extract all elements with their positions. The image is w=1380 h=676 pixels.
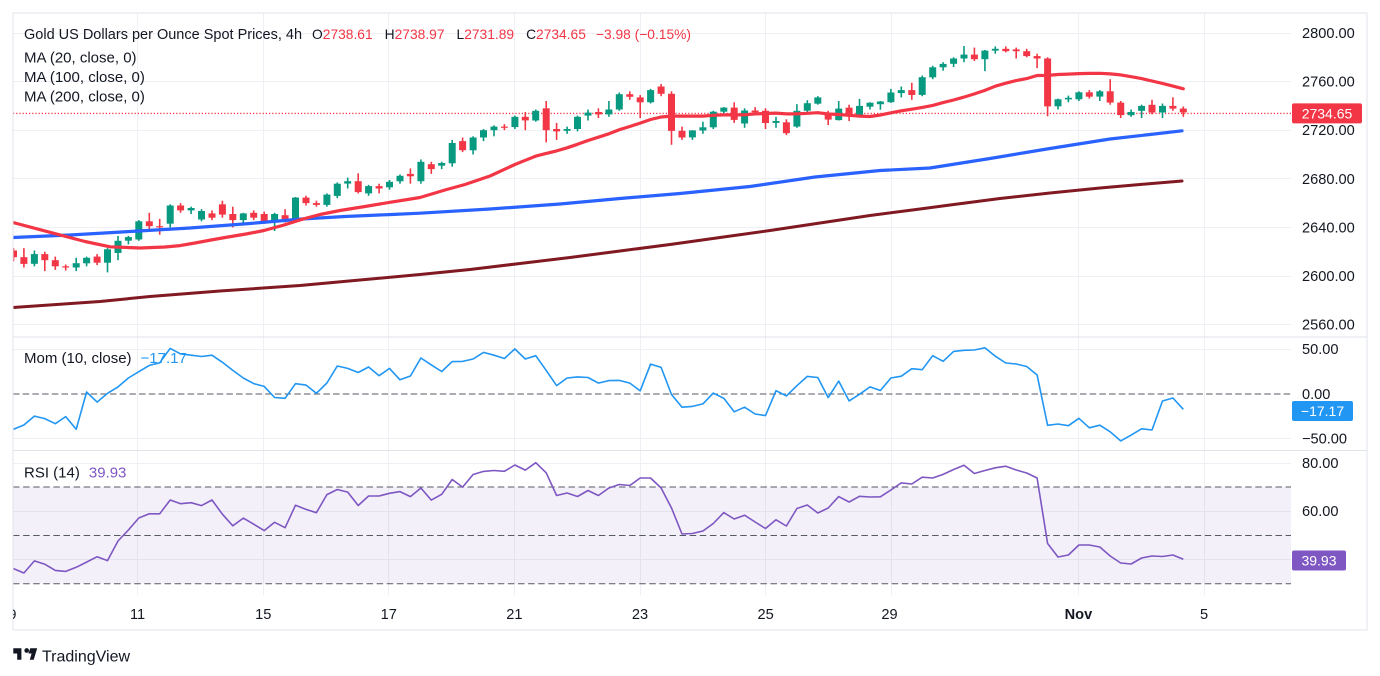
svg-text:9: 9 — [9, 606, 17, 622]
svg-text:2680.00: 2680.00 — [1302, 172, 1355, 188]
svg-text:RSI (14)39.93: RSI (14) 39.93 — [24, 465, 126, 482]
svg-text:2600.00: 2600.00 — [1302, 269, 1355, 285]
svg-text:15: 15 — [255, 607, 271, 623]
svg-text:80.00: 80.00 — [1302, 456, 1339, 472]
svg-text:Mom (10, close)−17.17: Mom (10, close) −17.17 — [24, 350, 187, 367]
svg-text:25: 25 — [757, 607, 773, 623]
svg-text:2560.00: 2560.00 — [1302, 318, 1355, 334]
svg-text:2720.00: 2720.00 — [1302, 123, 1355, 139]
svg-text:23: 23 — [632, 607, 648, 623]
svg-text:2640.00: 2640.00 — [1302, 220, 1355, 236]
svg-text:17: 17 — [381, 607, 397, 623]
svg-text:2734.65: 2734.65 — [1302, 105, 1353, 121]
svg-text:11: 11 — [130, 607, 145, 623]
svg-text:−50.00: −50.00 — [1302, 432, 1347, 448]
svg-text:21: 21 — [506, 607, 522, 623]
svg-text:60.00: 60.00 — [1302, 504, 1339, 520]
svg-text:29: 29 — [881, 607, 897, 623]
svg-text:MA (100, close, 0): MA (100, close, 0) — [24, 69, 145, 86]
svg-text:Nov: Nov — [1065, 607, 1093, 623]
svg-text:0.00: 0.00 — [1302, 387, 1330, 403]
svg-text:MA (200, close, 0): MA (200, close, 0) — [24, 89, 145, 106]
svg-text:TradingView: TradingView — [42, 649, 130, 666]
svg-text:2760.00: 2760.00 — [1302, 75, 1355, 91]
svg-text:50.00: 50.00 — [1302, 342, 1339, 358]
svg-text:−17.17: −17.17 — [1301, 403, 1344, 419]
svg-text:2800.00: 2800.00 — [1302, 26, 1355, 42]
svg-text:39.93: 39.93 — [1301, 553, 1336, 569]
svg-text:5: 5 — [1200, 607, 1208, 623]
svg-text:MA (20, close, 0): MA (20, close, 0) — [24, 50, 137, 67]
